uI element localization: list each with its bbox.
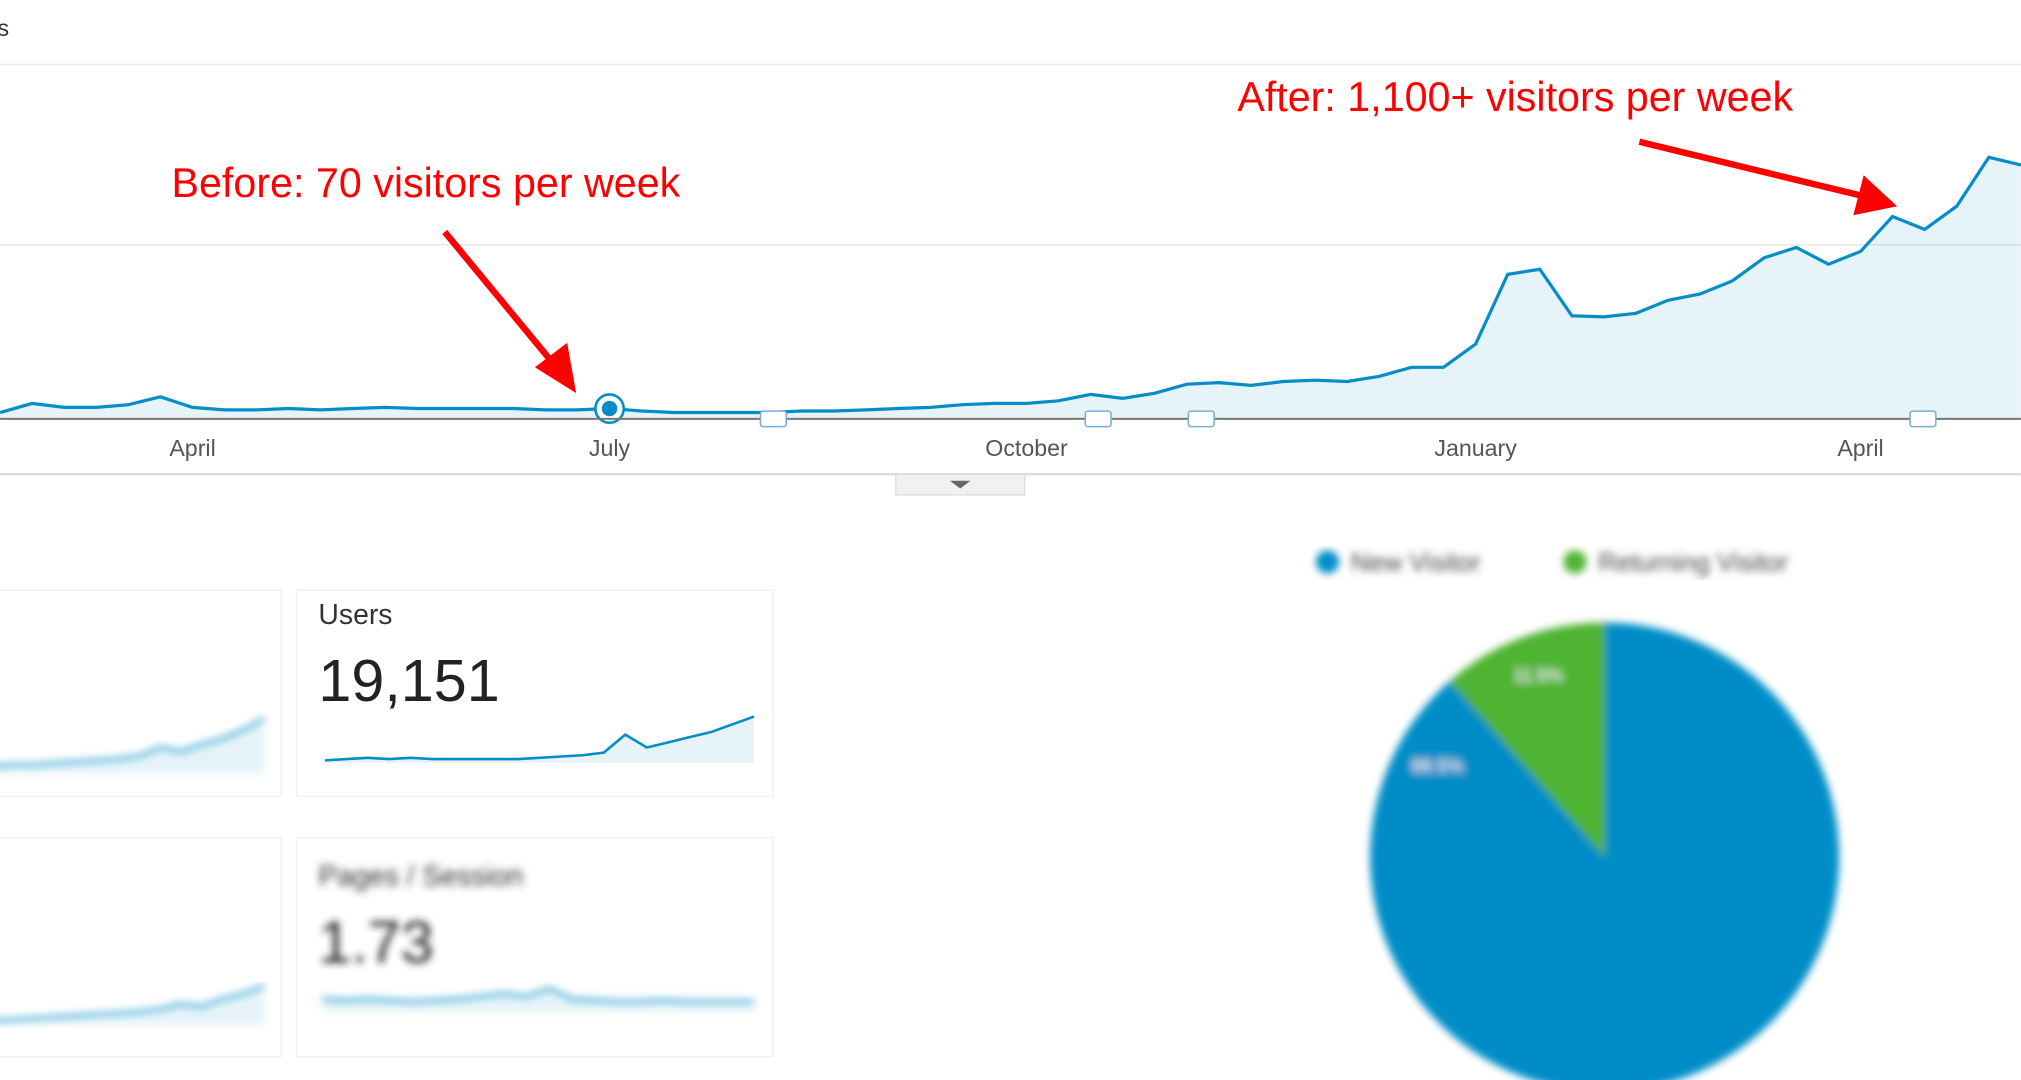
metric-card: Pages / Session 1.73 xyxy=(318,860,755,1012)
expand-tab[interactable] xyxy=(895,473,1026,496)
annotation: After: 1,100+ visitors per week xyxy=(1237,74,1793,120)
metric-value: 19,151 xyxy=(318,647,499,714)
pie-slice xyxy=(1370,622,1840,1080)
card xyxy=(0,589,775,1058)
sparkline-area xyxy=(0,985,265,1025)
x-tick-label: October xyxy=(985,435,1068,461)
metric-card xyxy=(0,984,265,1025)
x-tick-label: January xyxy=(1434,435,1517,461)
annotation: Before: 70 visitors per week xyxy=(172,160,681,206)
legend-swatch xyxy=(1315,550,1340,574)
main-chart xyxy=(0,155,2021,425)
legend-label: Returning Visitor xyxy=(1598,549,1788,577)
metric-card: Users 19,151 xyxy=(318,599,755,763)
sparkline-area xyxy=(324,716,755,763)
slice-label: 88.5% xyxy=(1412,756,1463,776)
metric-card xyxy=(0,717,265,774)
x-tick-label: July xyxy=(589,435,631,461)
metric-value: 1.73 xyxy=(318,909,433,976)
sparkline-area xyxy=(0,718,265,774)
line xyxy=(0,155,2021,415)
slice-label: 11.5% xyxy=(1513,666,1563,686)
sparkline xyxy=(0,984,265,1022)
arrow xyxy=(442,138,1898,394)
legend: New Visitor Returning Visitor xyxy=(1315,549,1789,577)
pie-slice xyxy=(1449,622,1605,858)
legend-label: New Visitor xyxy=(1351,549,1481,577)
area xyxy=(0,157,2021,419)
sparkline xyxy=(322,987,755,1003)
point xyxy=(601,400,618,417)
pie-chart: 88.5% 11.5% xyxy=(1370,622,1840,1080)
sparkline-area xyxy=(322,988,755,1012)
header-label: s xyxy=(0,15,9,41)
x-tick-label: April xyxy=(1837,435,1883,461)
metric-title: Users xyxy=(318,599,392,631)
sparkline xyxy=(324,715,755,762)
metric-title: Pages / Session xyxy=(318,860,523,892)
sparkline xyxy=(0,717,265,767)
x-tick-label: April xyxy=(169,435,215,461)
annotation-icons xyxy=(759,410,1937,428)
legend-swatch xyxy=(1563,550,1587,574)
